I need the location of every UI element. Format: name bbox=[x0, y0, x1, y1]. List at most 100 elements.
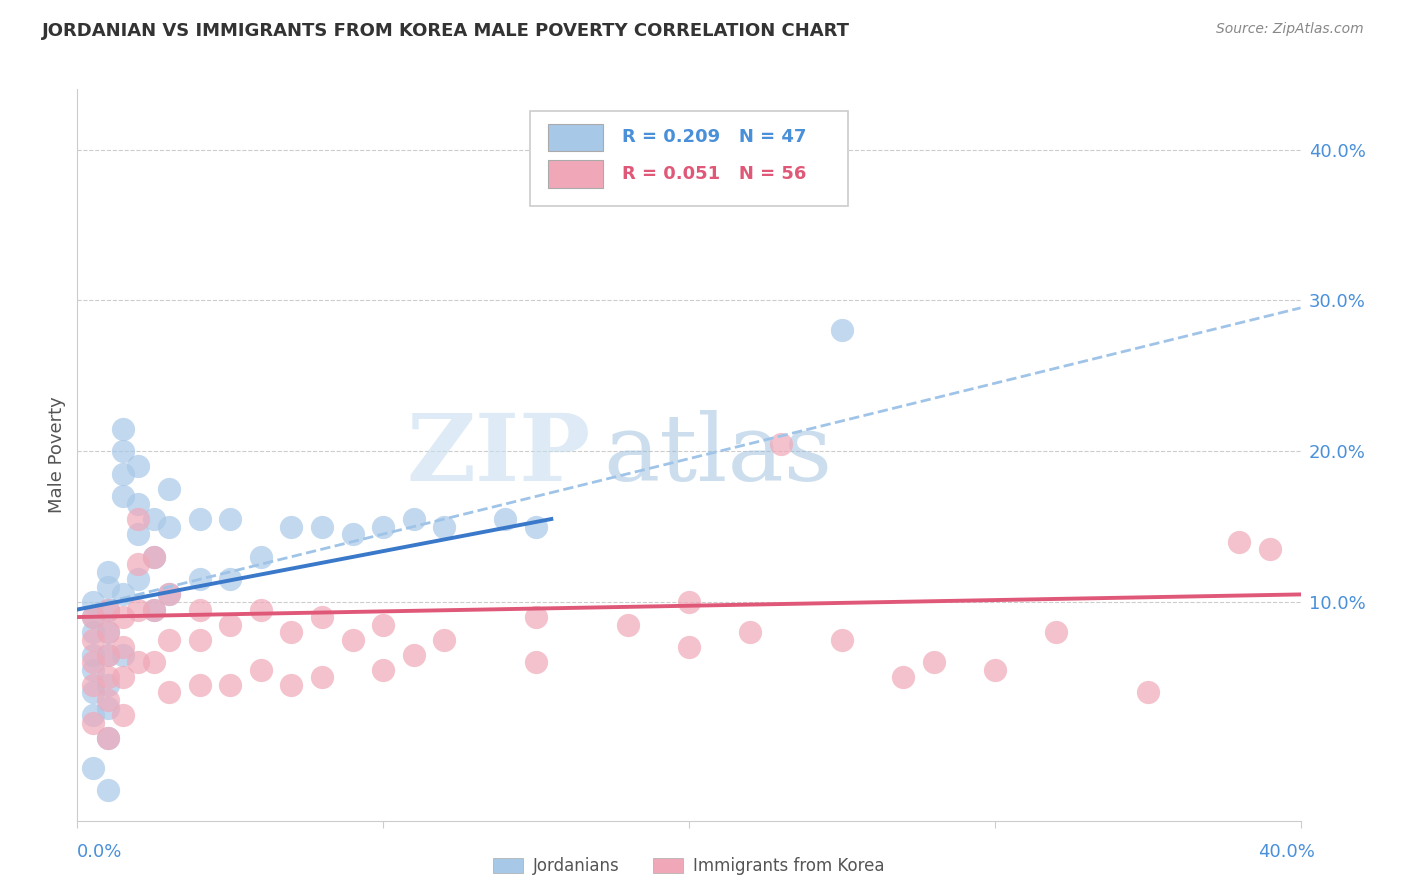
Point bbox=[112, 467, 135, 481]
Point bbox=[188, 512, 211, 526]
Point bbox=[250, 549, 273, 564]
Point bbox=[219, 617, 242, 632]
Point bbox=[219, 512, 242, 526]
Point bbox=[97, 580, 120, 594]
Point bbox=[112, 444, 135, 458]
Point bbox=[157, 482, 180, 496]
Point bbox=[82, 610, 104, 624]
Point bbox=[157, 587, 180, 601]
Text: ZIP: ZIP bbox=[406, 410, 591, 500]
Point bbox=[142, 602, 165, 616]
Text: Source: ZipAtlas.com: Source: ZipAtlas.com bbox=[1216, 22, 1364, 37]
FancyBboxPatch shape bbox=[548, 161, 603, 188]
Point bbox=[280, 519, 302, 533]
Point bbox=[740, 625, 762, 640]
Point bbox=[82, 715, 104, 730]
Point bbox=[142, 512, 165, 526]
Point bbox=[112, 489, 135, 503]
Point bbox=[97, 670, 120, 684]
Point bbox=[142, 655, 165, 669]
Point bbox=[188, 632, 211, 647]
Point bbox=[97, 648, 120, 662]
Text: atlas: atlas bbox=[603, 410, 832, 500]
FancyBboxPatch shape bbox=[530, 112, 848, 206]
Point bbox=[984, 663, 1007, 677]
Point bbox=[142, 602, 165, 616]
Point bbox=[922, 655, 945, 669]
Point bbox=[82, 761, 104, 775]
Point bbox=[342, 632, 364, 647]
Point bbox=[831, 632, 853, 647]
Point bbox=[433, 519, 456, 533]
Legend: Jordanians, Immigrants from Korea: Jordanians, Immigrants from Korea bbox=[486, 850, 891, 882]
Point bbox=[82, 655, 104, 669]
Point bbox=[97, 731, 120, 745]
Point bbox=[1258, 542, 1281, 557]
FancyBboxPatch shape bbox=[548, 124, 603, 152]
Point bbox=[128, 527, 150, 541]
Y-axis label: Male Poverty: Male Poverty bbox=[48, 397, 66, 513]
Point bbox=[371, 663, 394, 677]
Text: R = 0.051   N = 56: R = 0.051 N = 56 bbox=[621, 165, 806, 183]
Point bbox=[128, 655, 150, 669]
Text: JORDANIAN VS IMMIGRANTS FROM KOREA MALE POVERTY CORRELATION CHART: JORDANIAN VS IMMIGRANTS FROM KOREA MALE … bbox=[42, 22, 851, 40]
Point bbox=[97, 678, 120, 692]
Point bbox=[97, 731, 120, 745]
Point bbox=[82, 685, 104, 699]
Point bbox=[402, 512, 425, 526]
Point bbox=[112, 587, 135, 601]
Point bbox=[219, 678, 242, 692]
Point bbox=[891, 670, 914, 684]
Point bbox=[769, 436, 792, 450]
Point bbox=[342, 527, 364, 541]
Point bbox=[97, 648, 120, 662]
Point bbox=[311, 610, 333, 624]
Point bbox=[1045, 625, 1067, 640]
Point bbox=[112, 648, 135, 662]
Point bbox=[128, 558, 150, 572]
Point bbox=[495, 512, 517, 526]
Point bbox=[82, 595, 104, 609]
Point bbox=[112, 670, 135, 684]
Point bbox=[250, 602, 273, 616]
Point bbox=[82, 663, 104, 677]
Point bbox=[524, 610, 547, 624]
Point bbox=[128, 497, 150, 511]
Point bbox=[82, 625, 104, 640]
Point bbox=[97, 693, 120, 707]
Point bbox=[250, 663, 273, 677]
Point bbox=[157, 685, 180, 699]
Point bbox=[97, 602, 120, 616]
Point bbox=[1229, 534, 1251, 549]
Point bbox=[82, 678, 104, 692]
Point bbox=[97, 700, 120, 714]
Text: R = 0.209   N = 47: R = 0.209 N = 47 bbox=[621, 128, 806, 146]
Point bbox=[311, 519, 333, 533]
Point bbox=[82, 610, 104, 624]
Point bbox=[97, 602, 120, 616]
Point bbox=[524, 655, 547, 669]
Point bbox=[112, 610, 135, 624]
Point bbox=[142, 549, 165, 564]
Point bbox=[311, 670, 333, 684]
Point bbox=[219, 572, 242, 586]
Point bbox=[82, 648, 104, 662]
Point bbox=[678, 595, 700, 609]
Point bbox=[1136, 685, 1159, 699]
Text: 0.0%: 0.0% bbox=[77, 843, 122, 861]
Point bbox=[617, 617, 640, 632]
Point bbox=[157, 519, 180, 533]
Point bbox=[831, 324, 853, 338]
Point bbox=[280, 678, 302, 692]
Point bbox=[112, 640, 135, 655]
Point bbox=[142, 549, 165, 564]
Point bbox=[128, 459, 150, 474]
Point bbox=[188, 602, 211, 616]
Point bbox=[188, 678, 211, 692]
Point bbox=[280, 625, 302, 640]
Point bbox=[524, 519, 547, 533]
Point bbox=[157, 632, 180, 647]
Point bbox=[112, 708, 135, 723]
Point bbox=[128, 512, 150, 526]
Point bbox=[371, 519, 394, 533]
